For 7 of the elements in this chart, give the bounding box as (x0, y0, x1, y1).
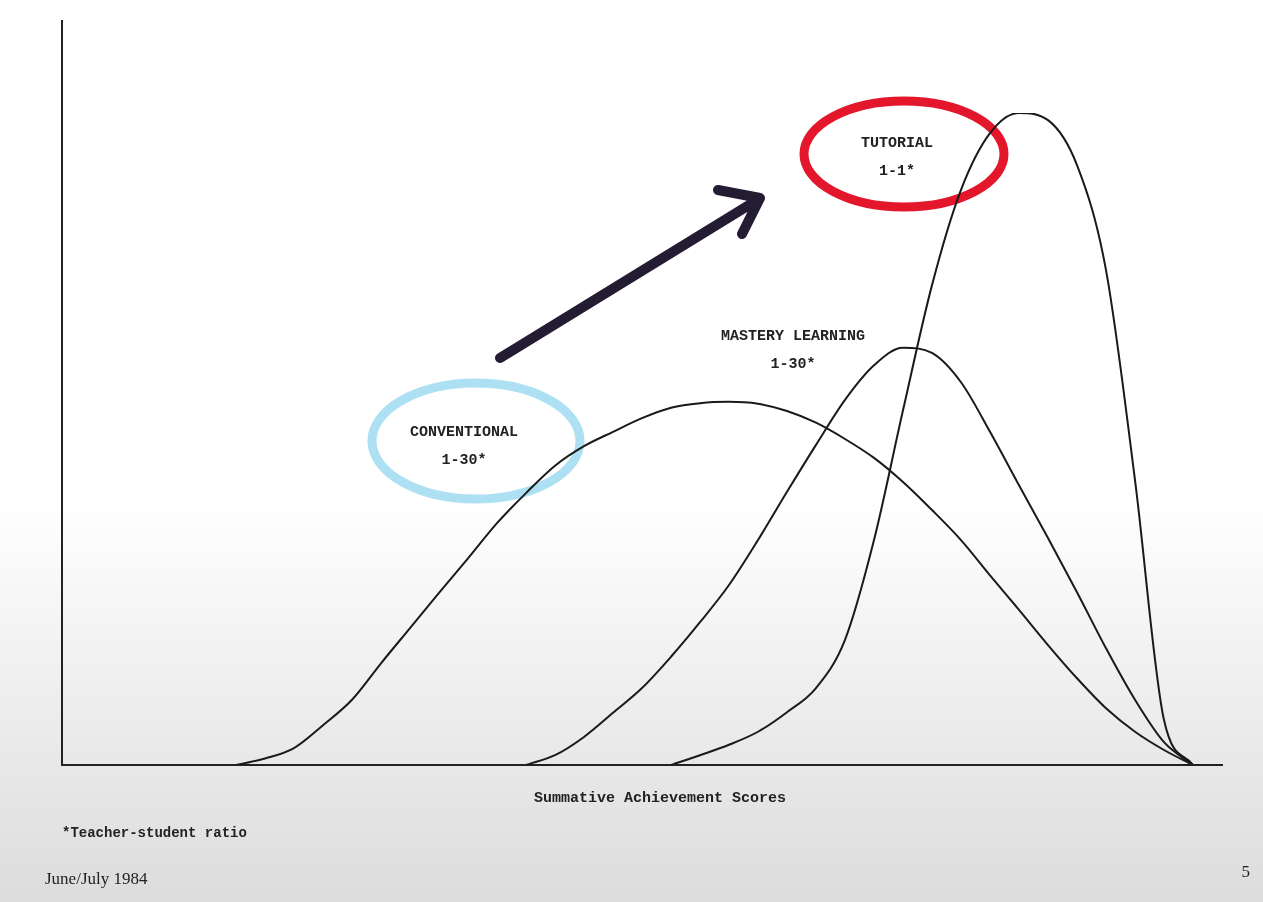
text: *Teacher-student ratio (62, 824, 247, 841)
text: 5 (1241, 862, 1250, 882)
text: June/July 1984 (45, 869, 148, 889)
series-label: CONVENTIONAL 1-30* (409, 423, 519, 469)
series-label: TUTORIAL 1-1* (860, 134, 934, 180)
series-label: MASTERY LEARNING 1-30* (720, 327, 866, 373)
x-axis-title: Summative Achievement Scores (533, 789, 787, 807)
